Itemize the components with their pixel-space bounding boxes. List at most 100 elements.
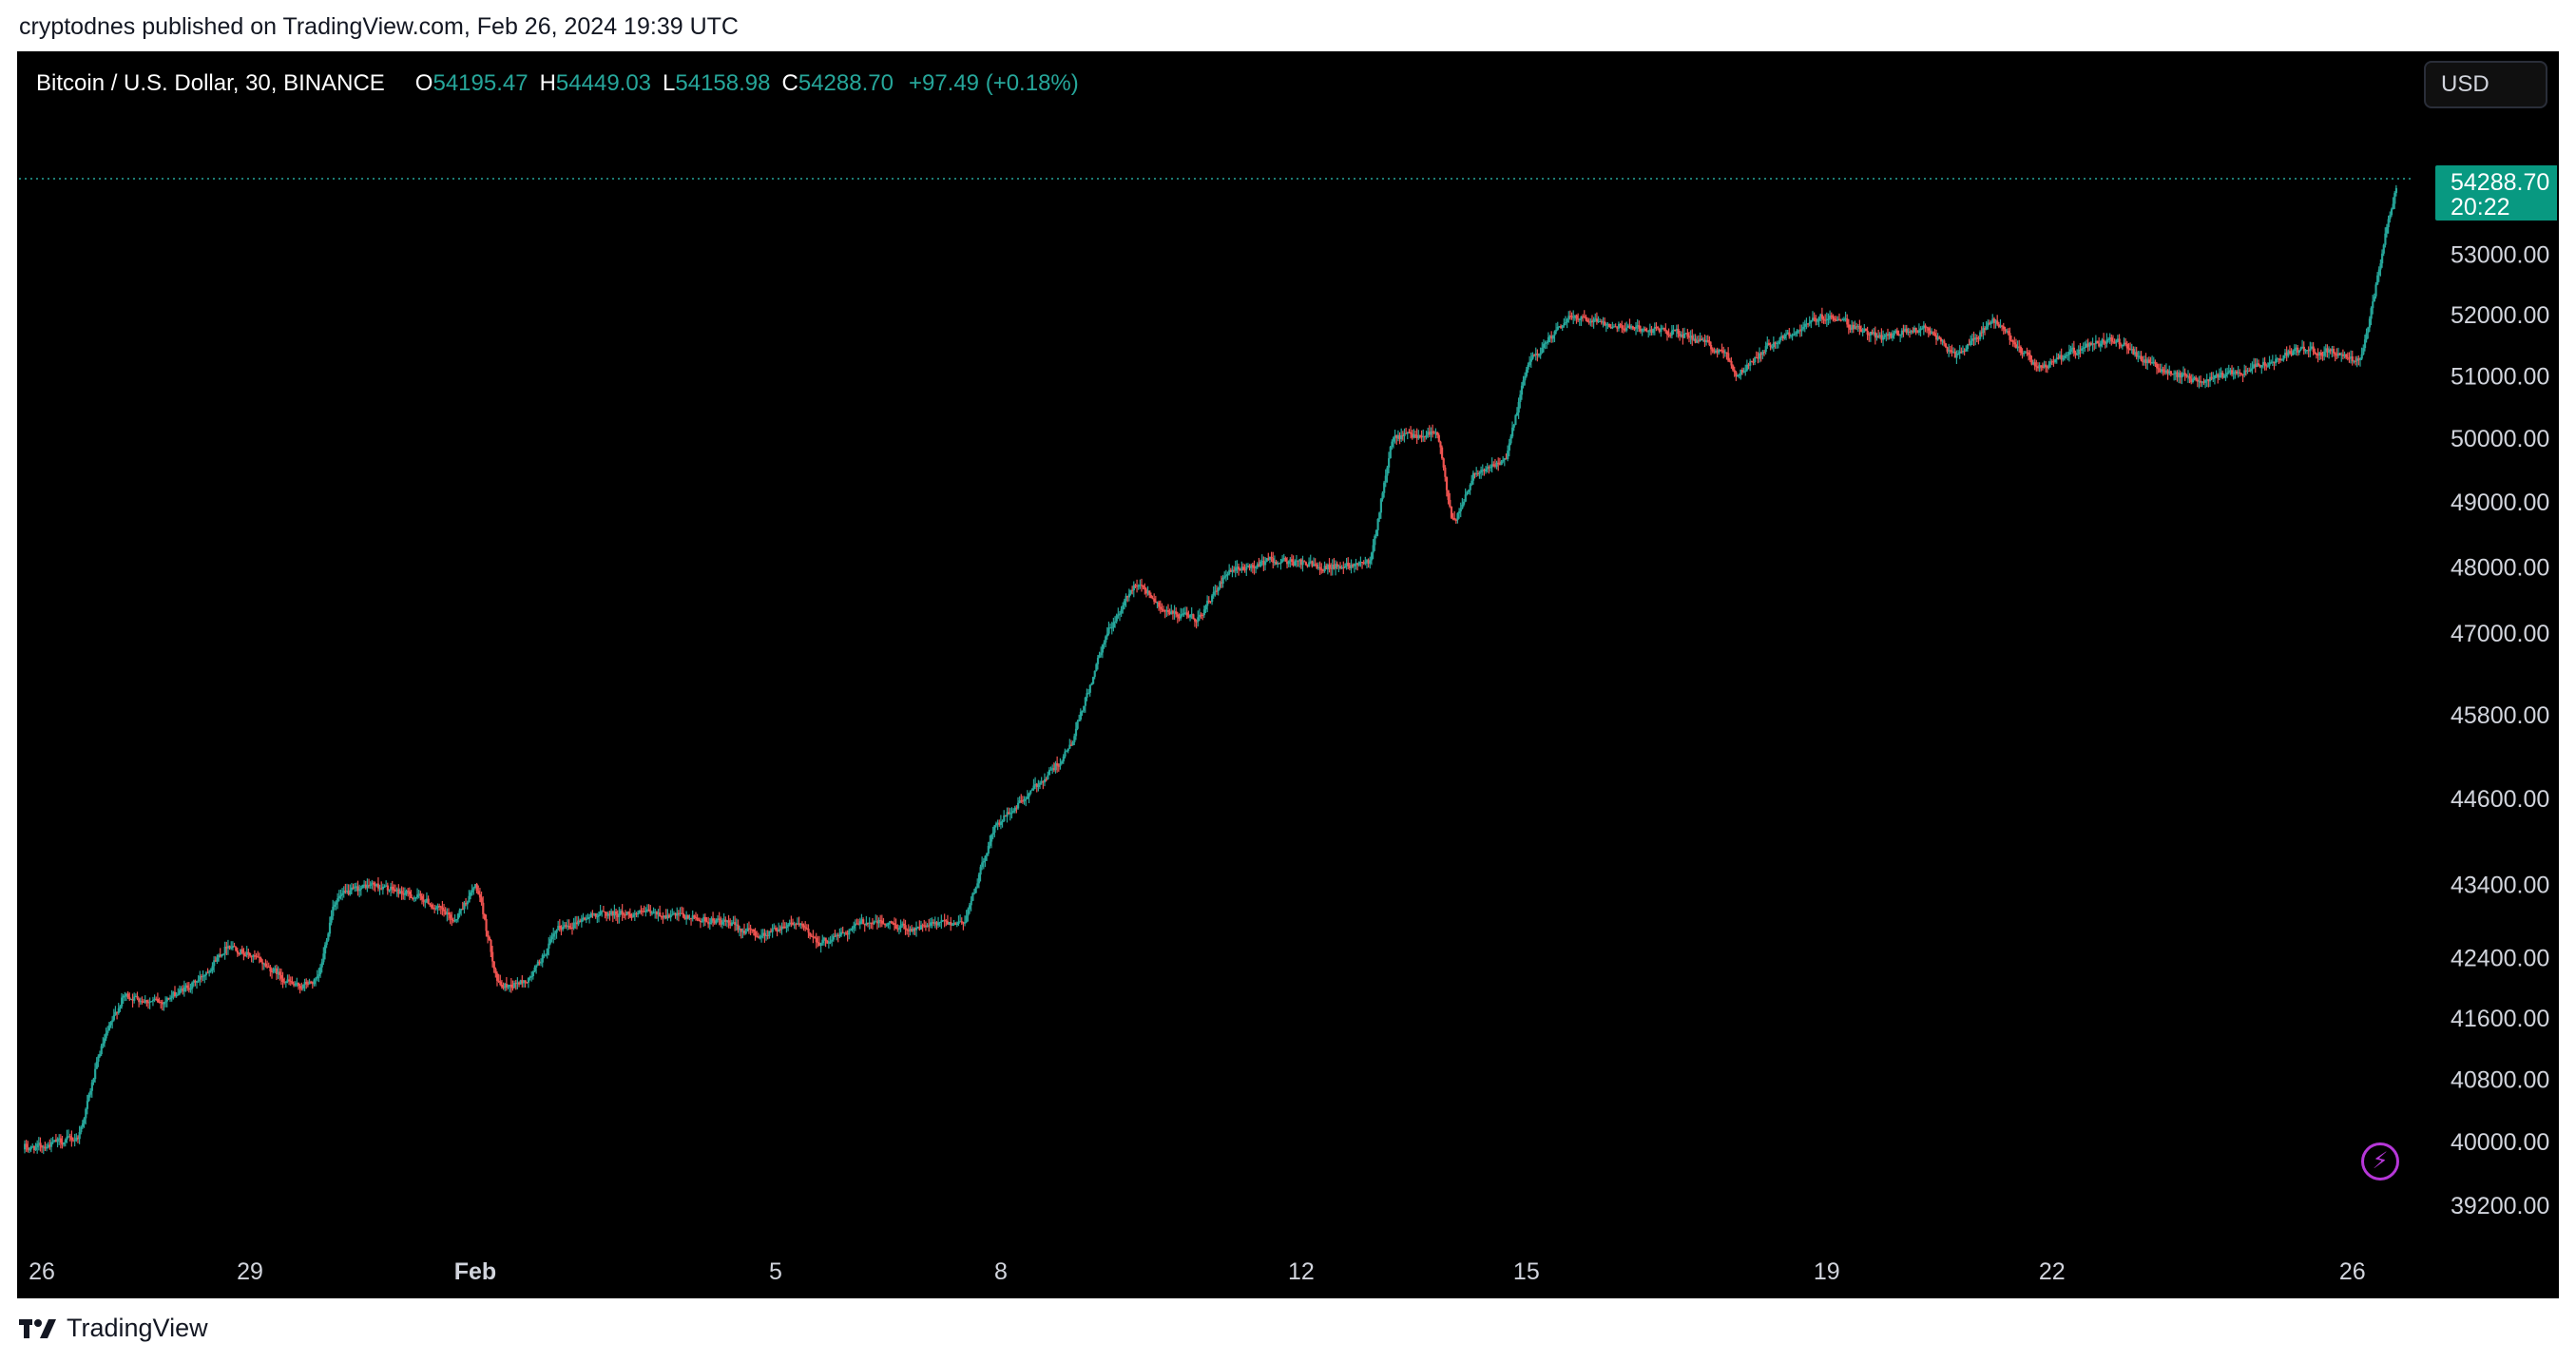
- candle: [1878, 332, 1881, 339]
- candle-body: [2231, 370, 2234, 374]
- candle: [1617, 321, 1621, 332]
- candle-body: [2169, 371, 2173, 374]
- candle: [1791, 333, 1794, 341]
- candle-body: [1605, 324, 1607, 326]
- candle: [584, 916, 586, 921]
- candle: [1497, 457, 1500, 471]
- candle: [1798, 324, 1802, 337]
- candle-body: [1502, 459, 1505, 462]
- candle-body: [1722, 350, 1725, 354]
- candle: [882, 917, 885, 925]
- candle-body: [1776, 343, 1778, 345]
- candle: [317, 968, 320, 983]
- candle-body: [1800, 329, 1803, 331]
- candle-body: [296, 983, 298, 985]
- candle: [407, 888, 410, 897]
- candle-body: [1490, 464, 1493, 468]
- candle-body: [100, 1046, 103, 1055]
- candle-body: [655, 912, 659, 915]
- candle: [790, 915, 793, 928]
- candle-body: [1144, 586, 1146, 590]
- close-value: 54288.70: [798, 70, 894, 96]
- candle-body: [414, 897, 417, 899]
- candle: [1835, 316, 1837, 321]
- candle-body: [258, 956, 261, 958]
- candle: [1021, 796, 1025, 804]
- candle-body: [39, 1142, 42, 1146]
- candle: [1994, 318, 1997, 329]
- candle: [1745, 359, 1749, 373]
- candle-body: [1764, 346, 1767, 353]
- candle: [1017, 797, 1020, 811]
- symbol-title[interactable]: Bitcoin / U.S. Dollar, 30, BINANCE: [36, 70, 385, 96]
- tradingview-brand[interactable]: TradingView: [19, 1314, 208, 1343]
- candle: [402, 887, 405, 900]
- candle: [1599, 318, 1602, 322]
- candle: [701, 918, 703, 923]
- candle: [2362, 344, 2365, 355]
- candle: [2059, 351, 2062, 360]
- candle-body: [2218, 374, 2221, 378]
- candle-body: [63, 1142, 66, 1145]
- candle: [1051, 764, 1054, 775]
- candle: [2093, 343, 2096, 351]
- candle: [1797, 329, 1800, 335]
- candle-body: [1395, 435, 1398, 439]
- candle: [851, 926, 854, 932]
- candle: [2104, 340, 2106, 349]
- candle: [139, 997, 142, 1006]
- candle-body: [441, 907, 444, 910]
- candle: [1049, 766, 1052, 771]
- candle-body: [460, 909, 463, 911]
- candle: [574, 915, 577, 930]
- lightning-bolt-icon[interactable]: ⚡: [2361, 1142, 2399, 1181]
- candle-body: [848, 930, 851, 935]
- candle-body: [1350, 565, 1353, 568]
- candle-body: [1749, 361, 1752, 366]
- candle: [1999, 318, 2002, 329]
- candle: [662, 912, 664, 924]
- candle: [774, 925, 778, 931]
- candle-body: [1703, 339, 1706, 342]
- candle-body: [145, 1000, 148, 1003]
- candle-body: [521, 980, 524, 984]
- candlestick-chart[interactable]: 39200.0040000.0040800.0041600.0042400.00…: [19, 53, 2557, 1296]
- candle-body: [2241, 374, 2244, 375]
- candle: [1286, 557, 1289, 568]
- candle: [945, 918, 948, 927]
- candle: [2021, 348, 2024, 359]
- candle-body: [204, 972, 208, 975]
- candle-body: [1103, 643, 1105, 645]
- candle: [1159, 600, 1162, 614]
- candle-body: [150, 1001, 153, 1003]
- candle: [1904, 324, 1907, 333]
- candle: [1125, 593, 1127, 607]
- candle: [1527, 362, 1529, 374]
- candle: [28, 1147, 31, 1154]
- candle-body: [1090, 683, 1093, 685]
- candle-body: [2370, 308, 2373, 319]
- candle-body: [1353, 564, 1356, 566]
- candle: [940, 914, 943, 930]
- candle: [1126, 595, 1129, 603]
- candle: [533, 965, 536, 973]
- candle: [1175, 607, 1178, 618]
- candle: [2137, 351, 2140, 363]
- candle-body: [28, 1149, 31, 1151]
- candle: [1614, 323, 1617, 328]
- candle-body: [818, 942, 821, 946]
- candle: [979, 864, 982, 882]
- candle-body: [1042, 781, 1045, 783]
- candle-body: [1951, 351, 1953, 353]
- candle: [443, 903, 446, 917]
- candle: [458, 908, 461, 918]
- candle: [516, 977, 519, 989]
- candle-body: [226, 946, 230, 949]
- candle-body: [27, 1147, 29, 1150]
- candle: [1949, 346, 1952, 355]
- candle-body: [1621, 325, 1624, 329]
- candle: [2065, 352, 2067, 359]
- chart-pane[interactable]: 39200.00 40000.00 40800.00 41600.00 42400.00…: [17, 51, 2559, 1298]
- candle: [2251, 361, 2254, 374]
- currency-button[interactable]: USD: [2424, 61, 2547, 108]
